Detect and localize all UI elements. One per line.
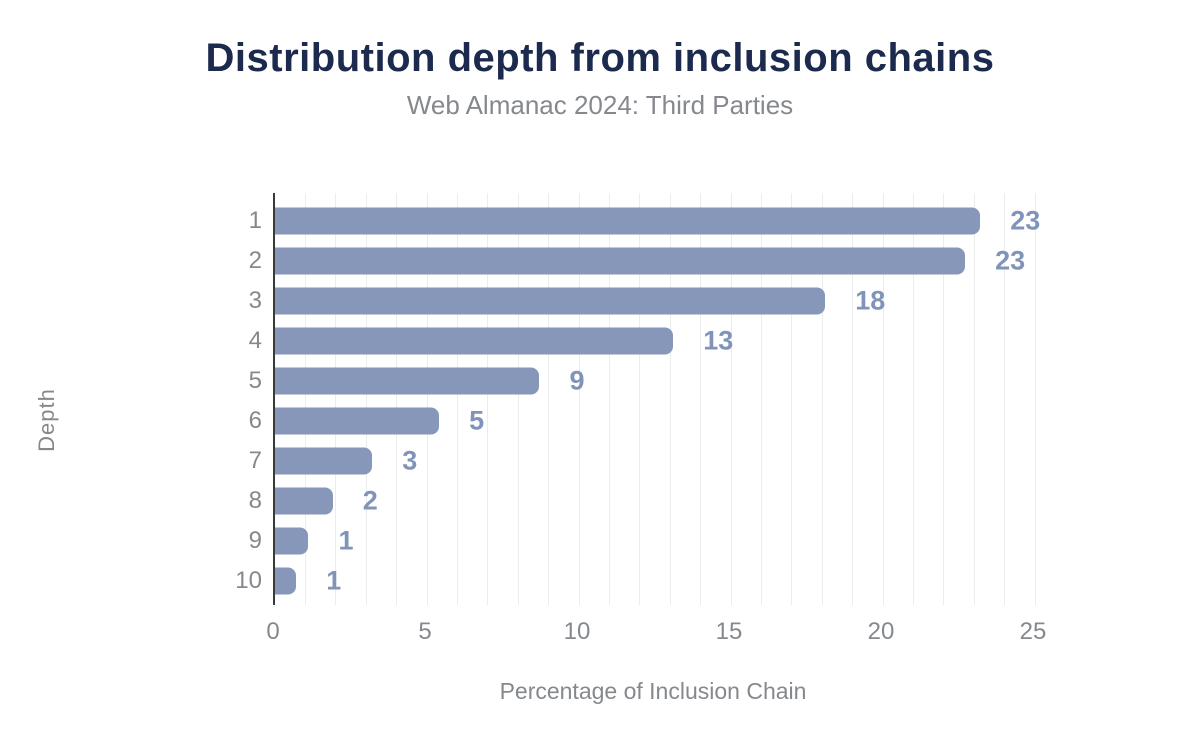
bar [275, 287, 826, 315]
y-tick-label: 9 [248, 527, 262, 554]
x-tick-label: 0 [266, 618, 280, 645]
bar [275, 247, 966, 275]
bar [275, 407, 440, 435]
bar-row: 1 23 [249, 201, 1041, 241]
bar-value-label: 23 [995, 245, 1026, 276]
gridline [760, 193, 762, 605]
y-tick-label: 2 [248, 247, 262, 274]
gridline [912, 193, 914, 605]
bar-value-label: 18 [855, 285, 886, 316]
bar-value-label: 1 [326, 565, 342, 596]
x-tick-label: 15 [715, 618, 743, 645]
gridline [639, 193, 641, 605]
gridline [882, 193, 884, 605]
bar-row: 4 13 [249, 321, 1033, 361]
y-axis-title: Depth [34, 388, 59, 452]
plot-area: 1 23 2 23 3 18 4 13 5 9 6 5 7 3 8 2 9 1 10 1 [235, 193, 1041, 605]
chart-subtitle: Web Almanac 2024: Third Parties [406, 90, 794, 120]
bar [275, 447, 373, 475]
bar [275, 367, 540, 395]
gridline [1034, 193, 1036, 605]
bar [275, 567, 297, 595]
y-tick-label: 7 [248, 447, 262, 474]
bar [275, 327, 674, 355]
gridline [426, 193, 428, 605]
gridline [730, 193, 732, 605]
chart-title: Distribution depth from inclusion chains [205, 36, 995, 80]
y-tick-label: 3 [248, 287, 262, 314]
y-tick-label: 5 [248, 367, 262, 394]
gridline [852, 193, 854, 605]
bar [275, 487, 333, 515]
y-tick-label: 4 [248, 327, 262, 354]
bar-row: 3 18 [249, 281, 1033, 321]
y-tick-label: 8 [248, 487, 262, 514]
gridline [943, 193, 945, 605]
x-tick-label: 10 [563, 618, 591, 645]
gridline [487, 193, 489, 605]
bar-value-label: 9 [569, 365, 585, 396]
bar-value-label: 13 [703, 325, 734, 356]
y-tick-label: 10 [235, 567, 262, 594]
gridline [973, 193, 975, 605]
bar-row: 2 23 [249, 241, 1033, 281]
gridline [304, 193, 306, 605]
gridline [365, 193, 367, 605]
bar-value-label: 1 [338, 525, 354, 556]
bar [275, 207, 981, 235]
x-tick-label: 25 [1019, 618, 1047, 645]
gridline [608, 193, 610, 605]
bar [275, 527, 309, 555]
x-axis-title: Percentage of Inclusion Chain [499, 678, 807, 704]
bar-value-label: 23 [1010, 205, 1041, 236]
gridline [396, 193, 398, 605]
gridline [669, 193, 671, 605]
bar-value-label: 5 [469, 405, 485, 436]
gridline [1004, 193, 1006, 605]
gridline [578, 193, 580, 605]
gridline [517, 193, 519, 605]
gridline [700, 193, 702, 605]
gridline [548, 193, 550, 605]
bar-value-label: 3 [402, 445, 418, 476]
gridline [791, 193, 793, 605]
gridline [456, 193, 458, 605]
y-tick-label: 6 [248, 407, 262, 434]
x-tick-label: 5 [418, 618, 432, 645]
gridline [335, 193, 337, 605]
bar-value-label: 2 [362, 485, 378, 516]
gridline [821, 193, 823, 605]
x-tick-label: 20 [867, 618, 895, 645]
y-tick-label: 1 [248, 207, 262, 234]
bar-row: 10 1 [235, 561, 1033, 601]
